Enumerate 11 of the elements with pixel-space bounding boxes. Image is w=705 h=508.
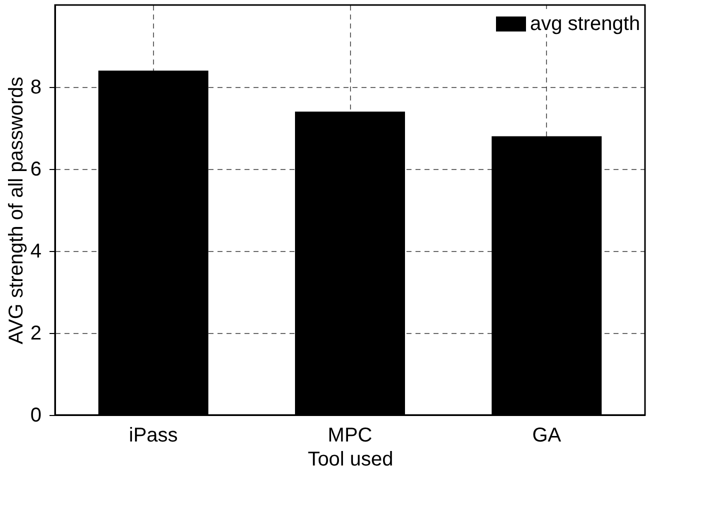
y-tick-label: 6 (30, 158, 42, 180)
y-tick-label: 0 (30, 404, 42, 426)
y-axis-title: AVG strength of all passwords (5, 76, 28, 344)
y-tick-label: 2 (30, 322, 42, 344)
x-tick-label: GA (532, 424, 562, 446)
legend-label: avg strength (530, 13, 640, 35)
y-tick-label: 8 (30, 76, 42, 98)
x-tick-label: iPass (128, 424, 178, 446)
x-tick-label: MPC (328, 424, 372, 446)
x-axis-title: Tool used (308, 448, 394, 470)
y-tick-label: 4 (30, 240, 42, 262)
